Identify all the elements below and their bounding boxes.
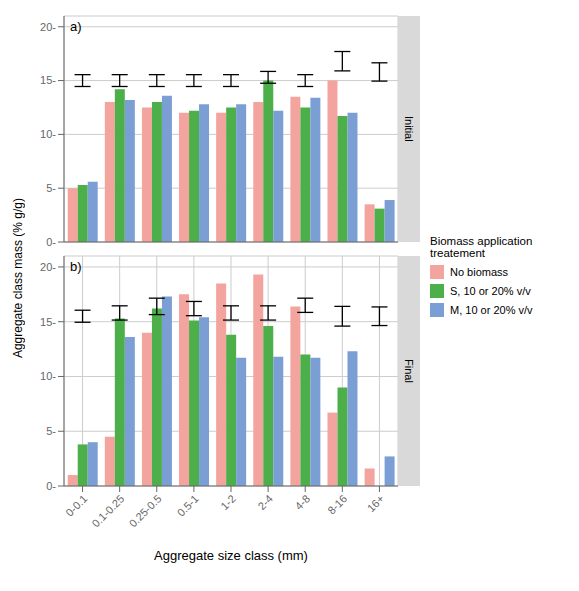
svg-text:20-: 20- xyxy=(40,261,56,273)
html-text:No biomass: No biomass xyxy=(450,265,509,278)
svg-text:0-: 0- xyxy=(46,480,56,492)
html-text:S, 10 or 20% v/v: S, 10 or 20% v/v xyxy=(450,284,531,297)
html-text:Aggregate size class (mm): Aggregate size class (mm) xyxy=(154,548,308,563)
html-text:treatement: treatement xyxy=(430,246,485,259)
html-text:M, 10 or 20% v/v: M, 10 or 20% v/v xyxy=(450,303,533,316)
html-text:b): b) xyxy=(70,259,82,274)
svg-text:0.25-0.5: 0.25-0.5 xyxy=(127,492,164,529)
html-text:Biomass application: Biomass application xyxy=(430,234,533,247)
svg-text:15-: 15- xyxy=(40,74,56,86)
html-text:a): a) xyxy=(70,19,82,34)
svg-text:0-0.1: 0-0.1 xyxy=(63,492,89,518)
svg-text:1-2: 1-2 xyxy=(218,492,238,512)
html-text:Aggregate class mass (% g/g): Aggregate class mass (% g/g) xyxy=(11,198,25,358)
html-text:Initial: Initial xyxy=(403,116,415,142)
svg-text:20-: 20- xyxy=(40,21,56,33)
svg-text:8-16: 8-16 xyxy=(325,492,349,516)
svg-text:4-8: 4-8 xyxy=(292,492,312,512)
html-text:Final: Final xyxy=(403,359,415,383)
svg-text:10-: 10- xyxy=(40,128,56,140)
svg-text:0-: 0- xyxy=(46,236,56,248)
svg-text:0.1-0.25: 0.1-0.25 xyxy=(90,492,127,529)
svg-text:15-: 15- xyxy=(40,316,56,328)
svg-text:0.5-1: 0.5-1 xyxy=(175,492,201,518)
svg-text:2-4: 2-4 xyxy=(255,492,275,512)
svg-text:16+: 16+ xyxy=(365,492,387,514)
svg-text:10-: 10- xyxy=(40,370,56,382)
svg-text:5-: 5- xyxy=(46,182,56,194)
svg-text:5-: 5- xyxy=(46,425,56,437)
